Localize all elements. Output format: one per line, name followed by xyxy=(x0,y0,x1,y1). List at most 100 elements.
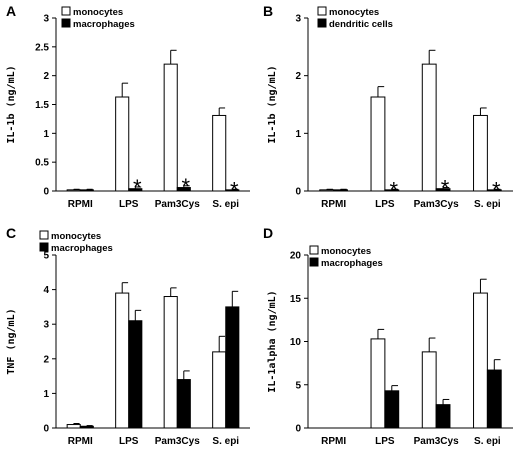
y-tick-label: 2 xyxy=(295,71,301,82)
x-category-label: Pam3Cys xyxy=(155,436,200,447)
y-tick-label: 20 xyxy=(290,251,302,262)
legend-label: macrophages xyxy=(321,258,383,269)
legend-label: macrophages xyxy=(73,19,135,30)
bar-monocytes-pam3cys xyxy=(421,351,437,429)
y-tick-label: 1 xyxy=(43,129,49,140)
chart-panel-a: A 0 0.5 1 1.5 2 2.5 3 IL-1b (ng/mL) RPMI LPS Pam3Cy… xyxy=(6,3,250,210)
legend-swatch-macrophages xyxy=(61,18,71,28)
y-tick-label: 2 xyxy=(43,71,49,82)
y-tick-label: 1.5 xyxy=(35,100,49,111)
y-axis-title: IL-1b (ng/mL) xyxy=(6,65,17,143)
legend-label: monocytes xyxy=(329,7,379,18)
bar-macrophages-pam3cys xyxy=(176,379,191,429)
bar-macrophages-rpmi xyxy=(79,189,94,192)
bar-monocytes-pam3cys xyxy=(163,63,178,192)
y-tick-label: 0 xyxy=(43,424,49,435)
y-tick-label: 1 xyxy=(43,389,49,400)
x-category-label: S. epi xyxy=(474,436,501,447)
legend-label: monocytes xyxy=(51,231,101,242)
bar-macrophages-s-epi xyxy=(486,369,502,429)
y-axis-title: IL-1alpha (ng/mL) xyxy=(267,290,278,392)
y-tick-label: 3 xyxy=(43,320,49,331)
x-category-label: RPMI xyxy=(68,199,93,210)
bar-macrophages-lps xyxy=(384,390,400,429)
x-category-label: RPMI xyxy=(321,436,346,447)
bar-monocytes-lps xyxy=(115,292,130,429)
bar-monocytes-s-epi xyxy=(212,114,227,192)
legend-label: monocytes xyxy=(321,246,371,257)
bar-monocytes-s-epi xyxy=(473,292,488,429)
y-tick-label: 0 xyxy=(295,187,301,198)
x-category-label: RPMI xyxy=(321,199,346,210)
panel-letter: D xyxy=(263,225,273,241)
significance-star: * xyxy=(390,177,399,202)
legend-swatch-macrophages xyxy=(309,257,319,267)
chart-panel-d: D 0 5 10 15 20 IL-1alpha (ng/mL) RPMI LPS Pam3Cys… xyxy=(263,225,513,447)
legend-swatch-monocytes xyxy=(309,245,319,255)
legend-swatch-monocytes xyxy=(39,230,49,240)
legend-swatch-macrophages xyxy=(39,242,49,252)
legend-label: monocytes xyxy=(73,7,123,18)
bar-monocytes-rpmi xyxy=(66,189,81,192)
bar-macrophages-lps xyxy=(128,320,143,429)
y-axis-title: TNF (ng/mL) xyxy=(6,308,17,374)
bar-monocytes-lps xyxy=(370,338,386,429)
legend-swatch-monocytes xyxy=(317,6,327,16)
y-tick-label: 0.5 xyxy=(35,158,49,169)
x-category-label: RPMI xyxy=(68,436,93,447)
y-tick-label: 5 xyxy=(295,380,301,391)
y-tick-label: 2.5 xyxy=(35,42,49,53)
bar-monocytes-s-epi xyxy=(212,351,227,429)
x-category-label: Pam3Cys xyxy=(414,436,459,447)
y-tick-label: 3 xyxy=(43,14,49,25)
x-category-label: S. epi xyxy=(474,199,501,210)
bar-monocytes-lps xyxy=(115,96,130,192)
panel-letter: A xyxy=(6,3,16,19)
legend-swatch-monocytes xyxy=(61,6,71,16)
x-category-label: LPS xyxy=(375,199,395,210)
y-tick-label: 10 xyxy=(290,337,302,348)
x-category-label: Pam3Cys xyxy=(414,199,459,210)
significance-star: * xyxy=(133,175,142,200)
y-tick-label: 1 xyxy=(295,129,301,140)
y-tick-label: 0 xyxy=(295,424,301,435)
x-category-label: LPS xyxy=(375,436,395,447)
legend-label: macrophages xyxy=(51,243,113,254)
bar-dendritic-cells-rpmi xyxy=(333,189,348,192)
chart-panel-c: C 0 1 2 3 4 5 TNF (ng/mL) RPMI LPS Pam3Cys S. epi mo… xyxy=(6,225,250,447)
y-tick-label: 5 xyxy=(43,251,49,262)
y-tick-label: 2 xyxy=(43,354,49,365)
y-axis-title: IL-1b (ng/mL) xyxy=(267,65,278,143)
bar-monocytes-rpmi xyxy=(66,424,81,429)
y-tick-label: 3 xyxy=(295,14,301,25)
x-category-label: LPS xyxy=(119,436,139,447)
y-tick-label: 0 xyxy=(43,187,49,198)
x-category-label: S. epi xyxy=(212,199,239,210)
bar-macrophages-rpmi xyxy=(79,425,94,429)
x-category-label: S. epi xyxy=(212,436,239,447)
bar-monocytes-lps xyxy=(370,96,386,192)
panel-letter: C xyxy=(6,225,16,241)
x-category-label: Pam3Cys xyxy=(155,199,200,210)
significance-star: * xyxy=(182,174,191,199)
significance-star: * xyxy=(492,177,501,202)
bar-macrophages-pam3cys xyxy=(435,404,451,429)
bar-monocytes-pam3cys xyxy=(163,296,178,429)
legend-label: dendritic cells xyxy=(329,19,393,30)
bar-macrophages-s-epi xyxy=(225,306,240,429)
significance-star: * xyxy=(441,176,450,201)
bar-monocytes-rpmi xyxy=(319,189,335,192)
bar-monocytes-s-epi xyxy=(473,114,488,192)
x-category-label: LPS xyxy=(119,199,139,210)
y-tick-label: 4 xyxy=(43,285,49,296)
panel-letter: B xyxy=(263,3,273,19)
bar-monocytes-pam3cys xyxy=(421,63,437,192)
significance-star: * xyxy=(230,177,239,202)
